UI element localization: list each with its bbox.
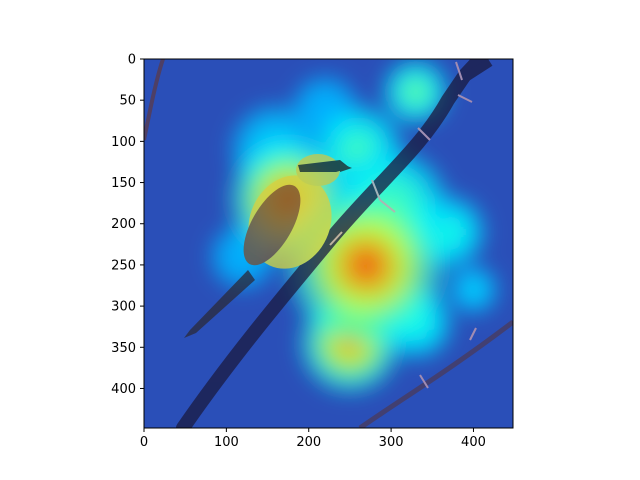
x-tick-label: 300: [379, 435, 404, 450]
heat-hotspot: [349, 140, 368, 159]
y-axis: 0 50 100 150 200 250 300 350 400: [111, 53, 144, 397]
y-tick-label: 300: [111, 300, 136, 315]
heat-hotspot: [468, 284, 479, 295]
branch-left: [144, 59, 165, 141]
y-tick-label: 0: [128, 53, 136, 68]
y-tick-label: 100: [111, 135, 136, 150]
y-tick-label: 350: [111, 341, 136, 356]
branch-upper: [459, 59, 493, 84]
heat-hotspot: [318, 101, 332, 116]
branch: [176, 59, 487, 428]
y-tick-label: 400: [111, 382, 136, 397]
bird-photo: [144, 59, 513, 428]
plot-area: [144, 59, 513, 428]
x-tick-label: 0: [140, 435, 148, 450]
bird-tail: [184, 270, 255, 338]
x-axis: 0 100 200 300 400: [140, 428, 486, 450]
y-tick-label: 50: [119, 94, 136, 109]
x-tick-label: 200: [296, 435, 321, 450]
heat-hotspot: [350, 249, 383, 281]
axes-frame: [143, 58, 514, 429]
branch-lower-right: [358, 320, 513, 428]
y-tick-label: 150: [111, 176, 136, 191]
y-tick-label: 250: [111, 258, 136, 273]
y-tick-label: 200: [111, 217, 136, 232]
heat-hotspot: [441, 224, 457, 240]
bird-mask: [298, 160, 350, 172]
thorns: [329, 61, 477, 389]
heat-hotspot: [409, 85, 423, 99]
bird-wing: [243, 184, 301, 266]
bird-beak: [340, 163, 352, 172]
x-tick-label: 400: [461, 435, 486, 450]
x-tick-label: 100: [214, 435, 239, 450]
